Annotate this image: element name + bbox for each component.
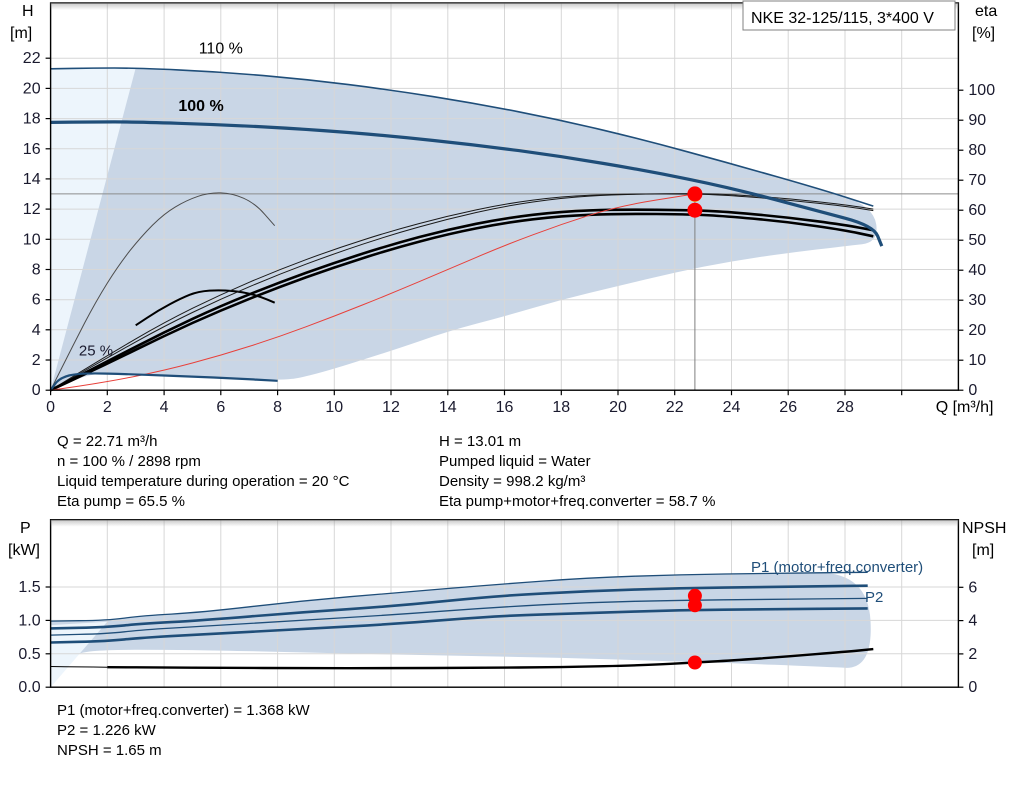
svg-text:0: 0 [968, 382, 977, 399]
svg-text:12: 12 [382, 399, 400, 416]
svg-text:25 %: 25 % [79, 343, 113, 360]
svg-text:NPSH: NPSH [962, 520, 1006, 537]
svg-text:2: 2 [32, 352, 41, 369]
svg-text:P: P [20, 520, 31, 537]
svg-text:8: 8 [273, 399, 282, 416]
svg-text:2: 2 [968, 646, 977, 663]
svg-text:14: 14 [439, 399, 457, 416]
svg-text:P2: P2 [865, 589, 883, 606]
svg-text:20: 20 [609, 399, 627, 416]
svg-text:Q [m³/h]: Q [m³/h] [936, 399, 994, 416]
svg-text:0: 0 [32, 382, 41, 399]
svg-text:[kW]: [kW] [8, 542, 40, 559]
svg-text:[%]: [%] [972, 25, 995, 42]
svg-text:1.0: 1.0 [18, 612, 40, 629]
svg-text:0.0: 0.0 [18, 679, 40, 696]
svg-text:18: 18 [552, 399, 570, 416]
svg-text:60: 60 [968, 202, 986, 219]
svg-text:4: 4 [160, 399, 169, 416]
svg-text:80: 80 [968, 142, 986, 159]
svg-text:12: 12 [23, 201, 41, 218]
svg-text:2: 2 [103, 399, 112, 416]
svg-text:1.5: 1.5 [18, 579, 40, 596]
svg-text:6: 6 [32, 292, 41, 309]
svg-text:[m]: [m] [10, 25, 32, 42]
svg-text:22: 22 [23, 50, 41, 67]
svg-text:20: 20 [23, 80, 41, 97]
svg-text:28: 28 [836, 399, 854, 416]
svg-text:10: 10 [23, 231, 41, 248]
svg-text:50: 50 [968, 232, 986, 249]
svg-text:20: 20 [968, 322, 986, 339]
svg-text:110 %: 110 % [199, 41, 243, 58]
svg-text:24: 24 [723, 399, 741, 416]
svg-text:4: 4 [32, 322, 41, 339]
svg-text:8: 8 [32, 262, 41, 279]
svg-text:26: 26 [779, 399, 797, 416]
svg-text:0.5: 0.5 [18, 646, 40, 663]
svg-text:16: 16 [496, 399, 514, 416]
svg-text:0: 0 [46, 399, 55, 416]
svg-text:6: 6 [968, 579, 977, 596]
svg-text:P1 (motor+freq.converter): P1 (motor+freq.converter) [751, 559, 923, 576]
svg-text:6: 6 [216, 399, 225, 416]
svg-text:16: 16 [23, 141, 41, 158]
svg-text:14: 14 [23, 171, 41, 188]
svg-text:10: 10 [968, 352, 986, 369]
svg-text:70: 70 [968, 172, 986, 189]
svg-text:22: 22 [666, 399, 684, 416]
svg-text:eta: eta [975, 3, 997, 20]
svg-text:10: 10 [325, 399, 343, 416]
svg-text:H: H [22, 3, 34, 20]
svg-text:100: 100 [968, 82, 995, 99]
svg-text:4: 4 [968, 613, 977, 630]
svg-text:90: 90 [968, 112, 986, 129]
svg-text:100 %: 100 % [178, 98, 223, 115]
svg-text:30: 30 [968, 292, 986, 309]
svg-text:0: 0 [968, 679, 977, 696]
svg-text:40: 40 [968, 262, 986, 279]
svg-text:[m]: [m] [972, 542, 994, 559]
svg-text:NKE 32-125/115, 3*400 V: NKE 32-125/115, 3*400 V [751, 10, 934, 27]
svg-text:18: 18 [23, 111, 41, 128]
